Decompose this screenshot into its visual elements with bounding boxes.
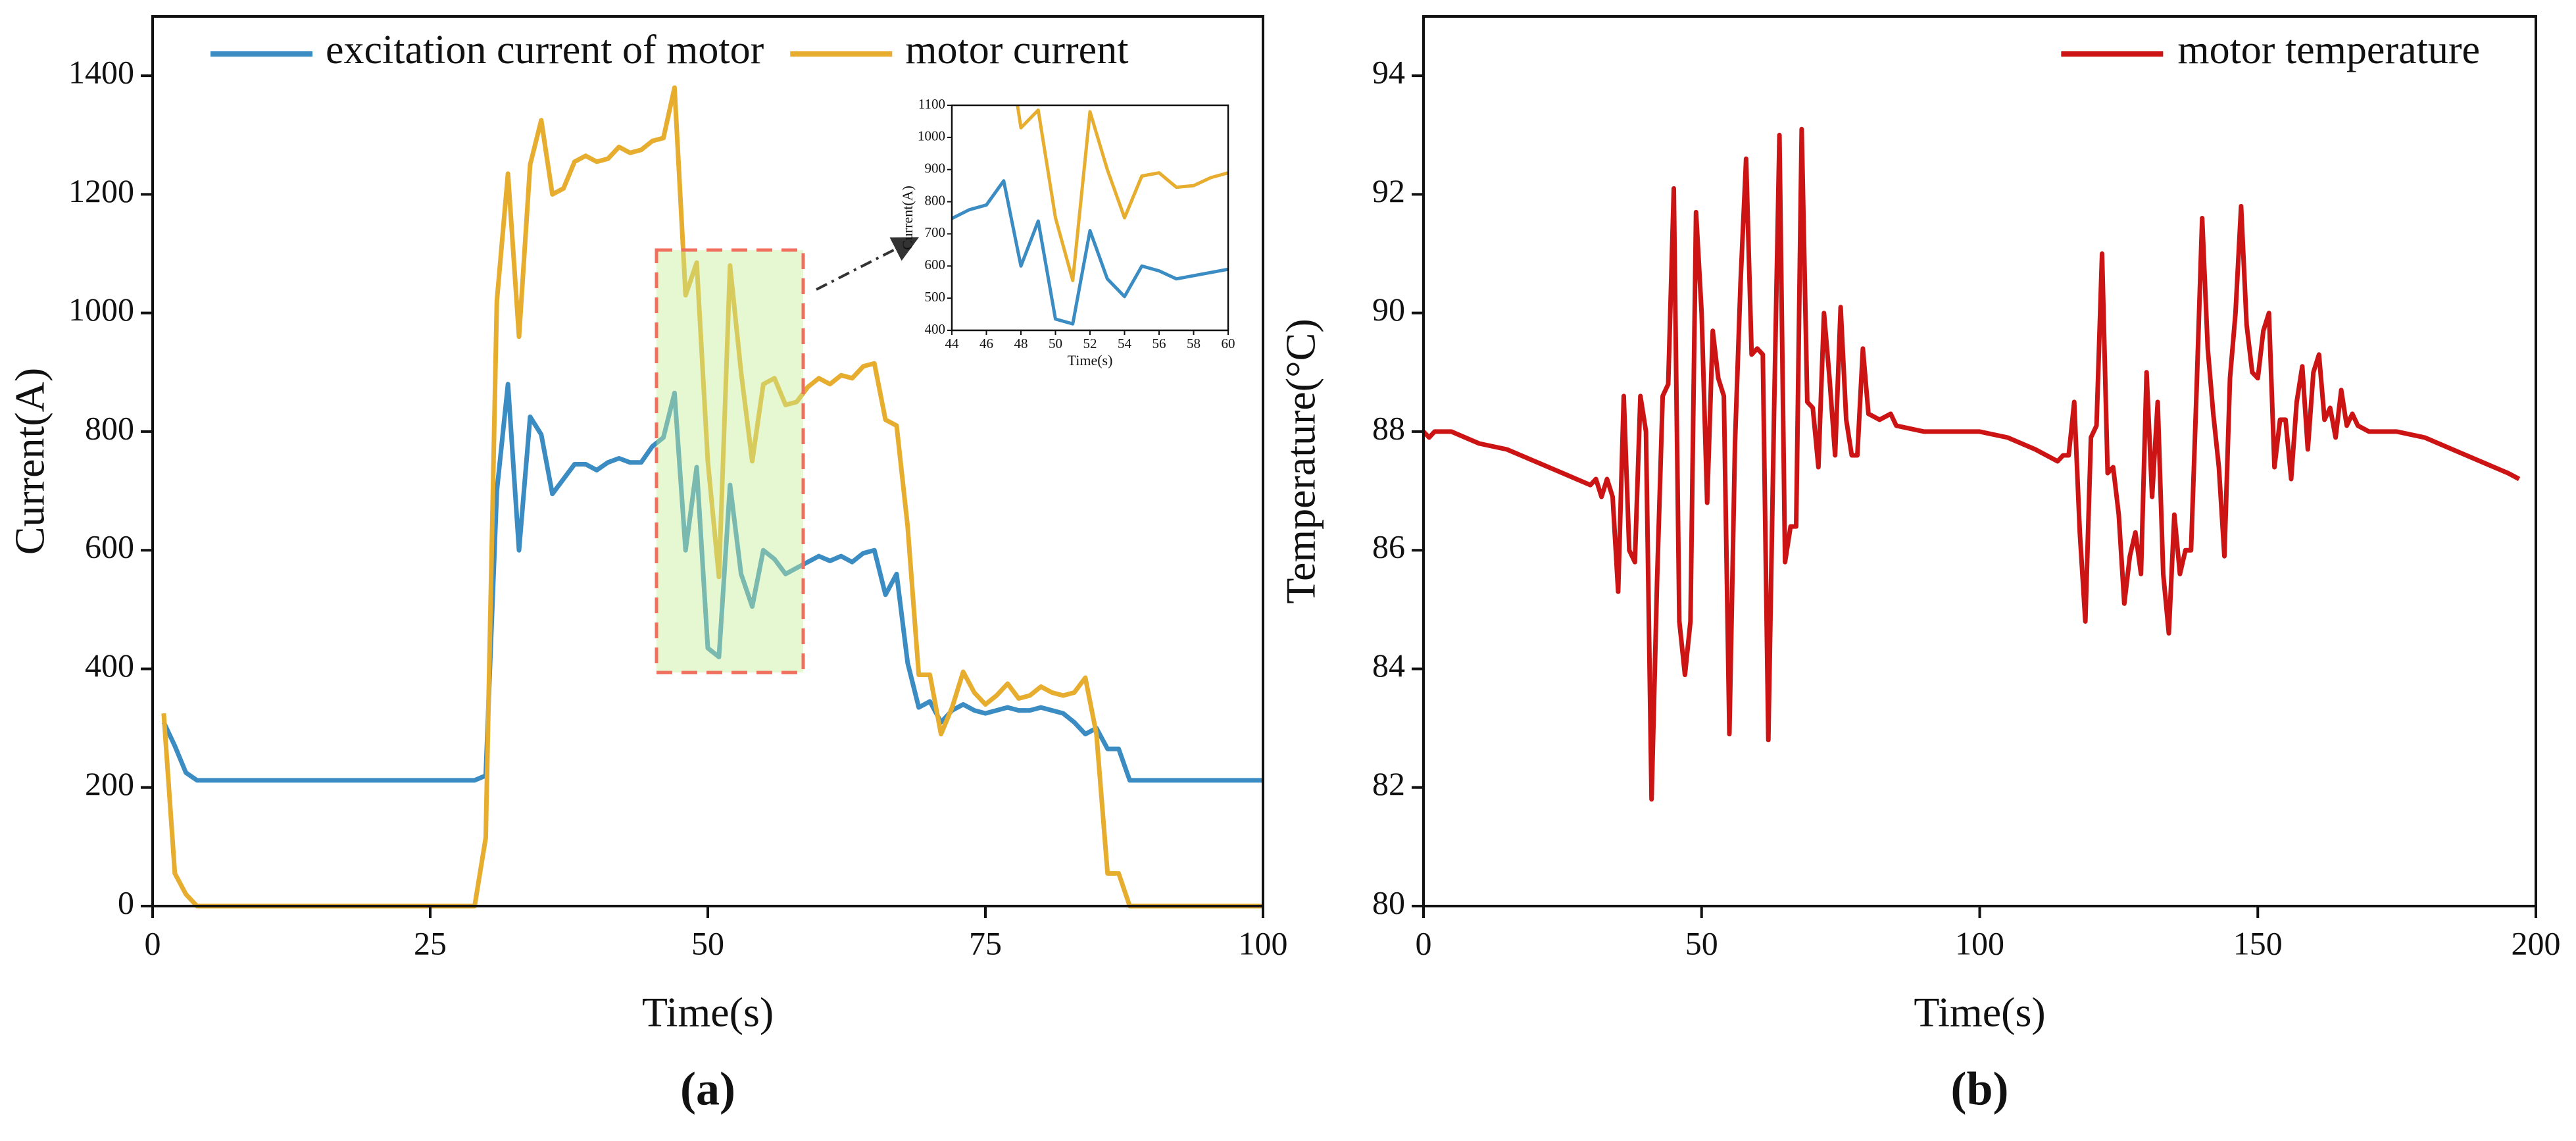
inset-x-tick-label: 60 <box>1222 336 1235 351</box>
x-tick-label: 150 <box>2233 925 2283 961</box>
inset-line <box>952 179 1228 326</box>
inset-x-tick-label: 48 <box>1014 336 1028 351</box>
y-tick-label: 400 <box>85 647 134 684</box>
y-tick-label: 92 <box>1372 172 1405 209</box>
y-tick-label: 90 <box>1372 291 1405 328</box>
x-tick-label: 0 <box>145 925 161 961</box>
y-tick-label: 84 <box>1372 647 1405 684</box>
y-tick-label: 1000 <box>68 291 134 328</box>
inset-y-tick-label: 800 <box>925 192 946 208</box>
y-tick-label: 1200 <box>68 172 134 209</box>
inset-y-tick-label: 1000 <box>918 128 945 144</box>
inset-y-tick-label: 400 <box>925 321 946 337</box>
x-tick-label: 0 <box>1416 925 1432 961</box>
inset-y-tick-label: 500 <box>925 289 946 305</box>
x-tick-label: 50 <box>1685 925 1718 961</box>
inset-x-tick-label: 46 <box>979 336 993 351</box>
y-tick-label: 800 <box>85 409 134 446</box>
y-tick-label: 86 <box>1372 528 1405 565</box>
caption: (a) <box>680 1063 735 1115</box>
inset-y-tick-label: 600 <box>925 257 946 272</box>
x-tick-label: 50 <box>691 925 724 961</box>
legend-label: motor temperature <box>2177 28 2480 72</box>
x-tick-label: 100 <box>1955 925 2004 961</box>
inset-lines <box>952 105 1228 326</box>
x-tick-label: 100 <box>1239 925 1288 961</box>
plots: 0 25 50 75 1000200400600800100012001400Time(… <box>7 15 2561 1115</box>
inset-x-tick-label: 50 <box>1049 336 1062 351</box>
inset-y-tick-label: 700 <box>925 224 946 240</box>
inset-y-tick-label: 900 <box>925 161 946 176</box>
inset-x-tick-label: 58 <box>1187 336 1201 351</box>
inset-x-axis-label: Time(s) <box>1068 352 1113 368</box>
y-tick-label: 88 <box>1372 409 1405 446</box>
y-tick-label: 1400 <box>68 54 134 91</box>
inset-x-tick-label: 44 <box>945 336 960 351</box>
legend-label: excitation current of motor <box>326 28 764 72</box>
inset-background <box>952 105 1228 330</box>
x-axis-label: Time(s) <box>642 989 774 1036</box>
inset-y-axis-label: Current(A) <box>899 186 916 250</box>
zoom-arrow <box>816 237 920 291</box>
data-line <box>161 382 1263 783</box>
y-axis-label: Current(A) <box>7 368 53 555</box>
plot-frame <box>1422 15 2537 907</box>
x-tick-label: 25 <box>414 925 447 961</box>
y-tick-label: 0 <box>118 884 134 921</box>
legend-label: motor current <box>905 28 1128 72</box>
y-tick-label: 94 <box>1372 54 1405 91</box>
caption: (b) <box>1951 1063 2009 1115</box>
inset-x-tick-label: 54 <box>1118 336 1132 351</box>
inset-x-tick-label: 56 <box>1152 336 1166 351</box>
data-line <box>1422 126 2521 802</box>
y-tick-label: 82 <box>1372 765 1405 802</box>
x-tick-label: 75 <box>969 925 1002 961</box>
inset-line <box>1016 105 1228 282</box>
inset: 44 46 48 50 52 54 56 58 60 400 500 600 700 800 900 1000… <box>899 96 1235 368</box>
x-axis-label: Time(s) <box>1914 989 2045 1036</box>
inset-y-tick-label: 1100 <box>918 96 945 112</box>
y-tick-label: 200 <box>85 765 134 802</box>
y-tick-label: 600 <box>85 528 134 565</box>
y-axis-label: Temperature(°C) <box>1277 318 1324 603</box>
x-tick-label: 200 <box>2512 925 2561 961</box>
inset-x-tick-label: 52 <box>1083 336 1097 351</box>
y-tick-label: 80 <box>1372 884 1405 921</box>
zoom-region <box>655 248 805 674</box>
